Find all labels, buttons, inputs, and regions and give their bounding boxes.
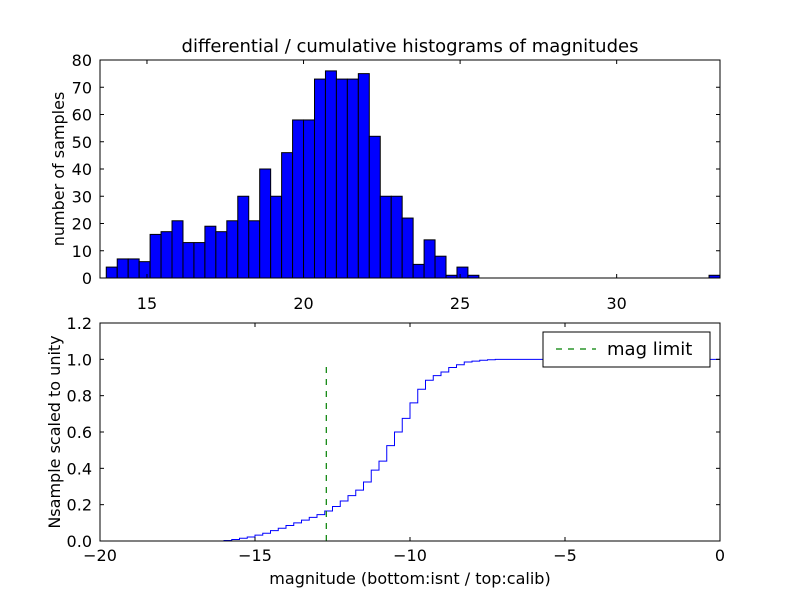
histogram-bar bbox=[434, 255, 447, 279]
histogram-ytick-label: 20 bbox=[72, 215, 92, 234]
cumulative-xtick-label: −10 bbox=[393, 546, 427, 565]
histogram-panel: differential / cumulative histograms of … bbox=[49, 36, 721, 313]
histogram-bar bbox=[193, 242, 206, 279]
histogram-bar bbox=[160, 231, 173, 279]
histogram-bar bbox=[116, 258, 129, 279]
histogram-bar bbox=[171, 220, 184, 279]
cumulative-xtick-label: −20 bbox=[83, 546, 117, 565]
histogram-bars bbox=[105, 70, 721, 279]
cumulative-ytick-label: 0.4 bbox=[67, 459, 92, 478]
histogram-xtick-label: 25 bbox=[450, 294, 470, 313]
histogram-bar bbox=[324, 70, 337, 279]
legend: mag limit bbox=[542, 331, 711, 368]
histogram-xtick-label: 30 bbox=[606, 294, 626, 313]
histogram-ytick-label: 30 bbox=[72, 187, 92, 206]
histogram-bar bbox=[401, 217, 414, 279]
histogram-ytick-label: 50 bbox=[72, 133, 92, 152]
cumulative-ylabel: Nsample scaled to unity bbox=[45, 335, 64, 528]
cumulative-lines bbox=[100, 358, 721, 542]
histogram-bar bbox=[368, 135, 381, 279]
histogram-bar bbox=[270, 195, 283, 279]
cumulative-xtick-label: 0 bbox=[715, 546, 725, 565]
cumulative-axes-frame bbox=[99, 322, 721, 542]
cumulative-step-line bbox=[100, 358, 721, 542]
histogram-ytick-label: 40 bbox=[72, 160, 92, 179]
histogram-xtick-label: 20 bbox=[293, 294, 313, 313]
cumulative-ytick-label: 1.0 bbox=[67, 350, 92, 369]
histogram-bar bbox=[127, 258, 140, 279]
histogram-bar bbox=[379, 195, 392, 279]
cumulative-ticks: −20 −15 −10 −5 0 0.0 0.2 0.4 0.6 0.8 1.0 1.2 bbox=[67, 314, 726, 565]
cumulative-xlabel: magnitude (bottom:isnt / top:calib) bbox=[269, 569, 550, 588]
histogram-ylabel: number of samples bbox=[49, 92, 68, 247]
histogram-bar bbox=[281, 152, 294, 279]
histogram-bar bbox=[105, 266, 118, 279]
cumulative-ytick-label: 0.2 bbox=[67, 496, 92, 515]
histogram-xtick-label: 15 bbox=[137, 294, 157, 313]
cumulative-ytick-label: 0.8 bbox=[67, 387, 92, 406]
histogram-bar bbox=[259, 168, 272, 279]
histogram-ytick-label: 70 bbox=[72, 78, 92, 97]
histogram-bar bbox=[313, 78, 326, 279]
histogram-bar bbox=[390, 195, 403, 279]
histogram-bar bbox=[215, 231, 228, 279]
histogram-ytick-label: 0 bbox=[82, 269, 92, 288]
histogram-axes-frame bbox=[99, 59, 721, 279]
histogram-bar bbox=[292, 119, 305, 279]
cumulative-xtick-label: −15 bbox=[238, 546, 272, 565]
histogram-bar bbox=[248, 220, 261, 279]
histogram-bar bbox=[149, 233, 162, 279]
cumulative-xtick-label: −5 bbox=[553, 546, 577, 565]
cumulative-ytick-label: 0.6 bbox=[67, 423, 92, 442]
histogram-bar bbox=[412, 263, 425, 279]
histogram-bar bbox=[182, 242, 195, 279]
histogram-bar bbox=[226, 220, 239, 279]
histogram-ytick-label: 80 bbox=[72, 51, 92, 70]
histogram-ticks: 15 20 25 30 0 10 20 30 40 50 60 70 80 bbox=[72, 51, 720, 313]
histogram-bar bbox=[456, 266, 469, 279]
histogram-ytick-label: 10 bbox=[72, 242, 92, 261]
histogram-bar bbox=[423, 239, 436, 279]
histogram-bar bbox=[237, 195, 250, 279]
histogram-bar bbox=[138, 261, 151, 279]
histogram-bar bbox=[335, 78, 348, 279]
histogram-bar bbox=[346, 78, 359, 279]
cumulative-ytick-label: 1.2 bbox=[67, 314, 92, 333]
histogram-bar bbox=[357, 73, 370, 279]
legend-label-mag-limit: mag limit bbox=[607, 339, 692, 360]
histogram-bar bbox=[204, 225, 217, 279]
histogram-bar bbox=[303, 119, 315, 279]
histogram-ytick-label: 60 bbox=[72, 106, 92, 125]
cumulative-panel: −20 −15 −10 −5 0 0.0 0.2 0.4 0.6 0.8 1.0 1.2 magnit… bbox=[45, 314, 725, 588]
histogram-title: differential / cumulative histograms of … bbox=[182, 36, 639, 57]
cumulative-ytick-label: 0.0 bbox=[67, 532, 92, 551]
